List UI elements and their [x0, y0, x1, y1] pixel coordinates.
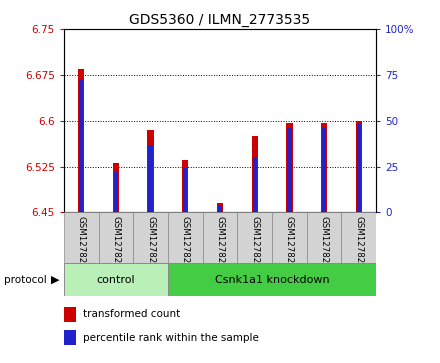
Text: GSM1278259: GSM1278259 — [77, 216, 86, 274]
Bar — [321, 123, 327, 212]
Bar — [356, 121, 362, 212]
Bar — [253, 158, 257, 212]
Text: GSM1278261: GSM1278261 — [146, 216, 155, 275]
Text: control: control — [96, 274, 135, 285]
FancyBboxPatch shape — [272, 212, 307, 263]
Text: GSM1278266: GSM1278266 — [319, 216, 329, 275]
FancyBboxPatch shape — [203, 212, 237, 263]
Bar — [79, 80, 83, 212]
FancyBboxPatch shape — [307, 212, 341, 263]
Bar — [64, 330, 76, 345]
Bar — [148, 144, 153, 212]
Bar — [252, 136, 258, 212]
Text: GDS5360 / ILMN_2773535: GDS5360 / ILMN_2773535 — [129, 13, 311, 27]
FancyBboxPatch shape — [168, 263, 376, 296]
Bar — [78, 69, 84, 212]
Bar — [64, 307, 76, 322]
Text: protocol: protocol — [4, 274, 47, 285]
Bar — [182, 160, 188, 212]
Text: ▶: ▶ — [51, 274, 59, 285]
Bar — [287, 128, 292, 212]
Bar — [147, 130, 154, 212]
Text: percentile rank within the sample: percentile rank within the sample — [83, 333, 258, 343]
Text: Csnk1a1 knockdown: Csnk1a1 knockdown — [215, 274, 330, 285]
Text: GSM1278262: GSM1278262 — [181, 216, 190, 275]
Bar — [322, 128, 326, 212]
FancyBboxPatch shape — [133, 212, 168, 263]
Bar — [286, 123, 293, 212]
Bar — [113, 163, 119, 212]
Text: GSM1278267: GSM1278267 — [354, 216, 363, 275]
FancyBboxPatch shape — [64, 263, 168, 296]
Bar — [183, 168, 187, 212]
Bar — [218, 205, 222, 212]
FancyBboxPatch shape — [341, 212, 376, 263]
Text: GSM1278265: GSM1278265 — [285, 216, 294, 275]
Text: GSM1278260: GSM1278260 — [111, 216, 121, 275]
Bar — [357, 125, 361, 212]
Bar — [114, 172, 118, 212]
Text: GSM1278264: GSM1278264 — [250, 216, 259, 275]
FancyBboxPatch shape — [64, 212, 99, 263]
FancyBboxPatch shape — [237, 212, 272, 263]
Bar — [217, 203, 223, 212]
Text: transformed count: transformed count — [83, 309, 180, 319]
Text: GSM1278263: GSM1278263 — [216, 216, 224, 275]
FancyBboxPatch shape — [168, 212, 203, 263]
FancyBboxPatch shape — [99, 212, 133, 263]
